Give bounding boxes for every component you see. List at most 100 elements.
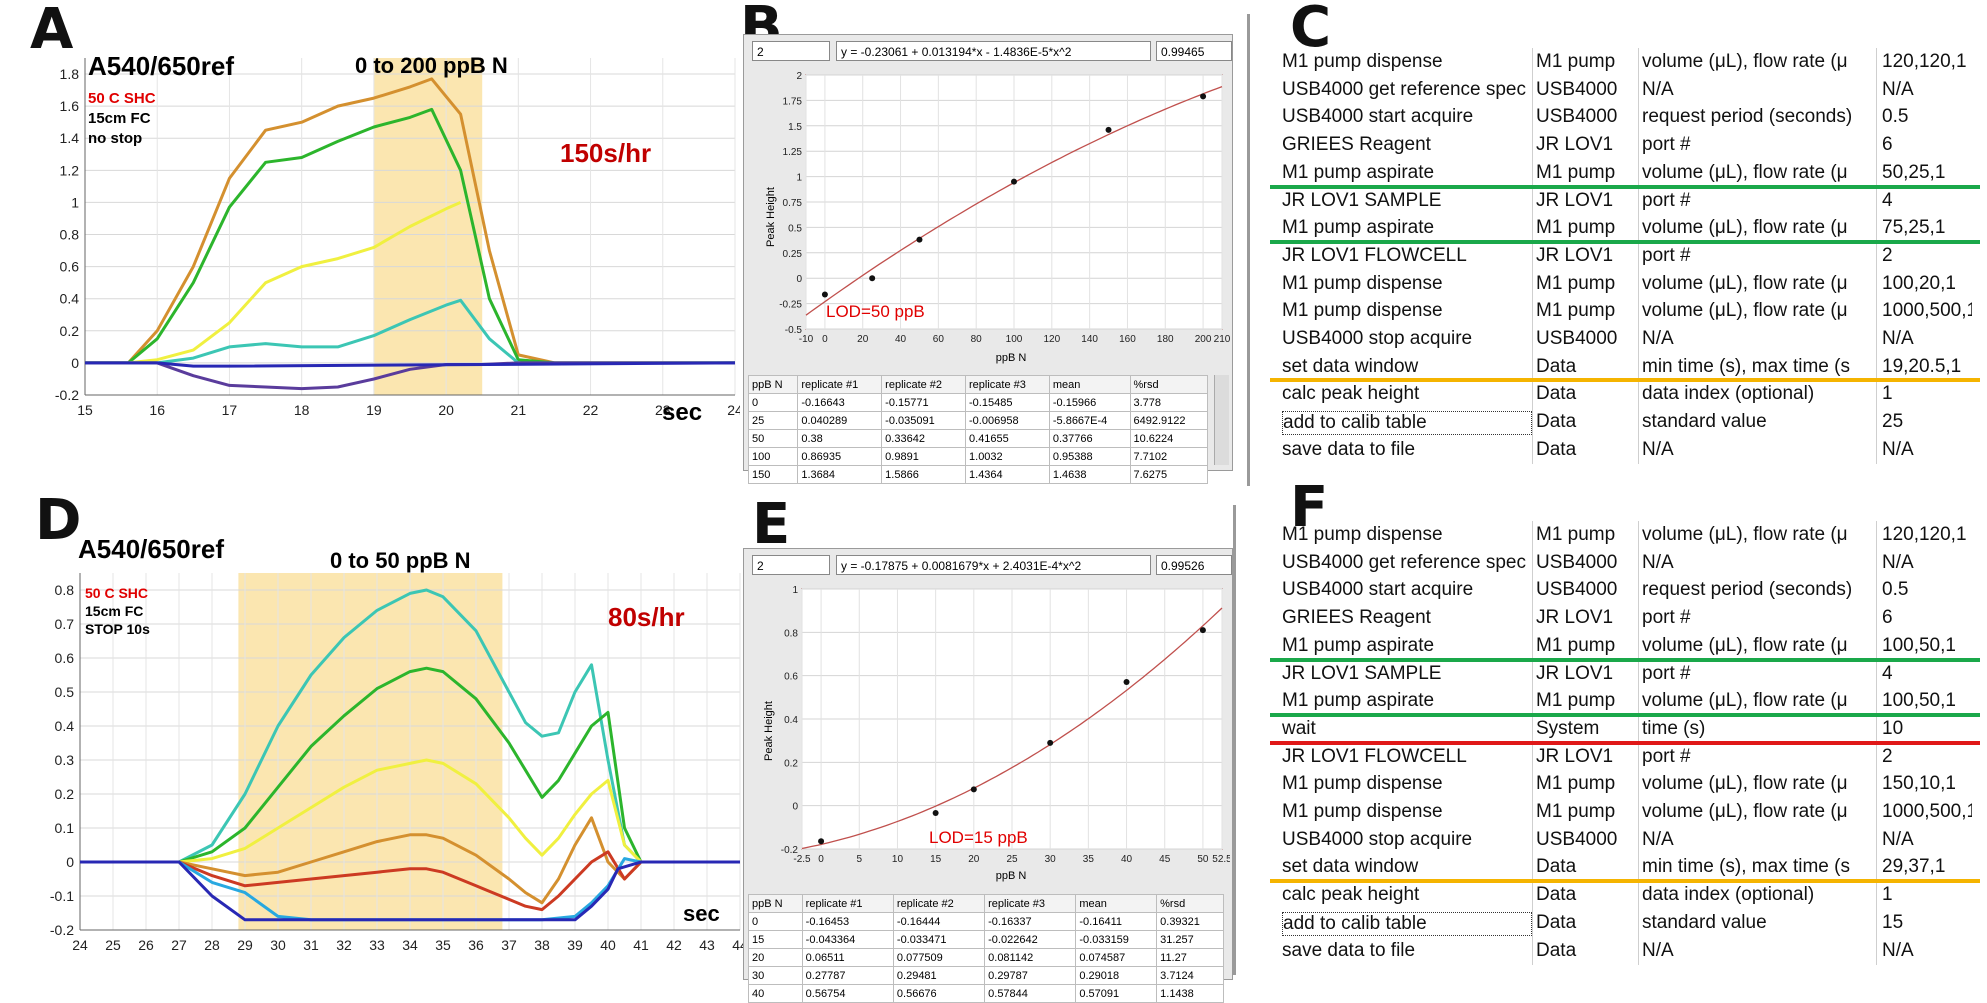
x-tick-label: 31 xyxy=(303,937,319,953)
step-parameter: volume (μL), flow rate (μ xyxy=(1642,524,1848,545)
lod-annotation: LOD=15 ppB xyxy=(929,828,1028,847)
step-name: M1 pump dispense xyxy=(1282,801,1443,822)
sequence-row[interactable]: set data window Data min time (s), max tim… xyxy=(1270,353,1980,380)
table-row: 100 0.86935 0.9891 1.0032 0.95388 7.7102 xyxy=(747,447,1208,466)
sequence-row[interactable]: M1 pump aspirate M1 pump volume (μL), flow… xyxy=(1270,214,1980,241)
x-tick-label: 26 xyxy=(138,937,154,953)
step-name: save data to file xyxy=(1282,939,1416,961)
sequence-row[interactable]: JR LOV1 SAMPLE JR LOV1 port # 4 xyxy=(1270,187,1980,214)
step-parameter: N/A xyxy=(1642,551,1674,573)
table-cell: 0.33642 xyxy=(881,429,967,448)
step-parameter: volume (μL), flow rate (μ xyxy=(1642,634,1848,656)
table-cell: 0.081142 xyxy=(984,948,1077,967)
table-cell: 0.95388 xyxy=(1048,447,1131,466)
sequence-row[interactable]: M1 pump aspirate M1 pump volume (μL), flow… xyxy=(1270,159,1980,186)
sequence-row[interactable]: wait System time (s) 10 xyxy=(1270,715,1980,742)
step-name: calc peak height xyxy=(1282,383,1420,405)
table-cell: 7.6275 xyxy=(1129,465,1208,484)
x-tick-label: 34 xyxy=(402,937,418,953)
sequence-row[interactable]: M1 pump dispense M1 pump volume (μL), flow… xyxy=(1270,297,1980,324)
step-device: USB4000 xyxy=(1536,828,1618,850)
sequence-row[interactable]: M1 pump dispense M1 pump volume (μL), flow… xyxy=(1270,521,1980,548)
table-cell: 31.257 xyxy=(1156,930,1224,949)
sequence-row[interactable]: add to calib table Data standard value 15 xyxy=(1270,909,1980,936)
y-tick-label: 2 xyxy=(796,71,802,82)
step-parameter: N/A xyxy=(1642,939,1674,961)
x-tick-label: 200 xyxy=(1195,334,1212,345)
sequence-row[interactable]: JR LOV1 SAMPLE JR LOV1 port # 4 xyxy=(1270,660,1980,687)
sequence-row[interactable]: M1 pump dispense M1 pump volume (μL), flow… xyxy=(1270,270,1980,297)
sequence-row[interactable]: M1 pump dispense M1 pump volume (μL), flow… xyxy=(1270,770,1980,797)
e-field-index[interactable]: 2 xyxy=(752,555,830,575)
step-name: save data to file xyxy=(1282,438,1416,460)
sequence-row[interactable]: JR LOV1 FLOWCELL JR LOV1 port # 2 xyxy=(1270,743,1980,770)
step-device: Data xyxy=(1536,856,1577,878)
x-tick-label: 21 xyxy=(511,402,527,418)
step-value: 4 xyxy=(1882,662,1893,684)
step-parameter: N/A xyxy=(1642,438,1674,460)
sequence-row[interactable]: set data window Data min time (s), max tim… xyxy=(1270,853,1980,880)
sequence-row[interactable]: M1 pump aspirate M1 pump volume (μL), flow… xyxy=(1270,687,1980,714)
sequence-row[interactable]: USB4000 start acquire USB4000 request peri… xyxy=(1270,576,1980,603)
sequence-row[interactable]: GRIEES Reagent JR LOV1 port # 6 xyxy=(1270,131,1980,158)
step-value: 100,20,1 xyxy=(1882,272,1956,294)
x-tick-label: 19 xyxy=(366,402,382,418)
sequence-row[interactable]: M1 pump aspirate M1 pump volume (μL), flow… xyxy=(1270,632,1980,659)
data-point xyxy=(1105,126,1112,133)
table-cell: 0.9891 xyxy=(881,447,967,466)
x-tick-label: 24 xyxy=(727,402,740,418)
step-value: 2 xyxy=(1882,745,1893,767)
sequence-row[interactable]: M1 pump dispense M1 pump volume (μL), flow… xyxy=(1270,798,1980,825)
step-device: USB4000 xyxy=(1536,579,1618,601)
step-device: JR LOV1 xyxy=(1536,189,1614,211)
sequence-row[interactable]: M1 pump dispense M1 pump volume (μL), flow… xyxy=(1270,48,1980,75)
sequence-row[interactable]: GRIEES Reagent JR LOV1 port # 6 xyxy=(1270,604,1980,631)
sequence-row[interactable]: save data to file Data N/A N/A xyxy=(1270,436,1980,463)
sequence-row[interactable]: calc peak height Data data index (optional… xyxy=(1270,881,1980,908)
series-line-7 xyxy=(80,860,740,922)
sequence-row[interactable]: USB4000 start acquire USB4000 request peri… xyxy=(1270,103,1980,130)
x-tick-label: 52.5 xyxy=(1212,854,1230,865)
calibration-window-b: 2 y = -0.23061 + 0.013194*x - 1.4836E-5*… xyxy=(743,34,1233,484)
sequence-row[interactable]: add to calib table Data standard value 25 xyxy=(1270,408,1980,436)
sequence-row[interactable]: USB4000 stop acquire USB4000 N/A N/A xyxy=(1270,325,1980,352)
y-tick-label: -0.2 xyxy=(781,845,799,856)
sequence-row[interactable]: JR LOV1 FLOWCELL JR LOV1 port # 2 xyxy=(1270,242,1980,269)
sequence-row[interactable]: USB4000 get reference spec USB4000 N/A N/A xyxy=(1270,76,1980,103)
sequence-row[interactable]: save data to file Data N/A N/A xyxy=(1270,937,1980,964)
b-table-scrollbar[interactable] xyxy=(1214,375,1229,465)
calibration-window-e: 2 y = -0.17875 + 0.0081679*x + 2.4031E-4… xyxy=(743,548,1233,1003)
b-field-index[interactable]: 2 xyxy=(752,41,830,61)
step-parameter: volume (μL), flow rate (μ xyxy=(1642,161,1848,183)
y-tick-label: 1.4 xyxy=(60,130,80,146)
step-device: M1 pump xyxy=(1536,161,1616,183)
x-tick-label: 29 xyxy=(237,937,253,953)
x-tick-label: 42 xyxy=(666,937,682,953)
step-name: JR LOV1 SAMPLE xyxy=(1282,662,1442,684)
sequence-row[interactable]: calc peak height Data data index (optional… xyxy=(1270,380,1980,407)
step-device: JR LOV1 xyxy=(1536,607,1614,629)
sequence-row[interactable]: USB4000 stop acquire USB4000 N/A N/A xyxy=(1270,826,1980,853)
series-line-2 xyxy=(80,666,740,864)
x-tick-label: 22 xyxy=(583,402,599,418)
y-tick-label: -0.5 xyxy=(785,325,803,336)
x-tick-label: 25 xyxy=(1006,854,1018,865)
step-value: 1 xyxy=(1882,383,1893,405)
column-header: %rsd xyxy=(1156,894,1224,913)
step-device: Data xyxy=(1536,911,1577,933)
step-name: GRIEES Reagent xyxy=(1282,134,1431,156)
step-value: 100,50,1 xyxy=(1882,634,1956,656)
divider-top xyxy=(1247,14,1250,486)
separator-orange xyxy=(1270,378,1980,383)
y-axis-label: Peak Height xyxy=(763,701,775,761)
step-parameter: N/A xyxy=(1642,828,1674,850)
sequence-row[interactable]: USB4000 get reference spec USB4000 N/A N/A xyxy=(1270,549,1980,576)
step-parameter: port # xyxy=(1642,189,1691,211)
step-device: Data xyxy=(1536,438,1577,460)
y-tick-label: 1.5 xyxy=(788,122,802,133)
step-device: M1 pump xyxy=(1536,217,1616,239)
x-tick-label: 32 xyxy=(336,937,352,953)
step-value: 0.5 xyxy=(1882,579,1909,601)
table-cell: 10.6224 xyxy=(1129,429,1208,448)
